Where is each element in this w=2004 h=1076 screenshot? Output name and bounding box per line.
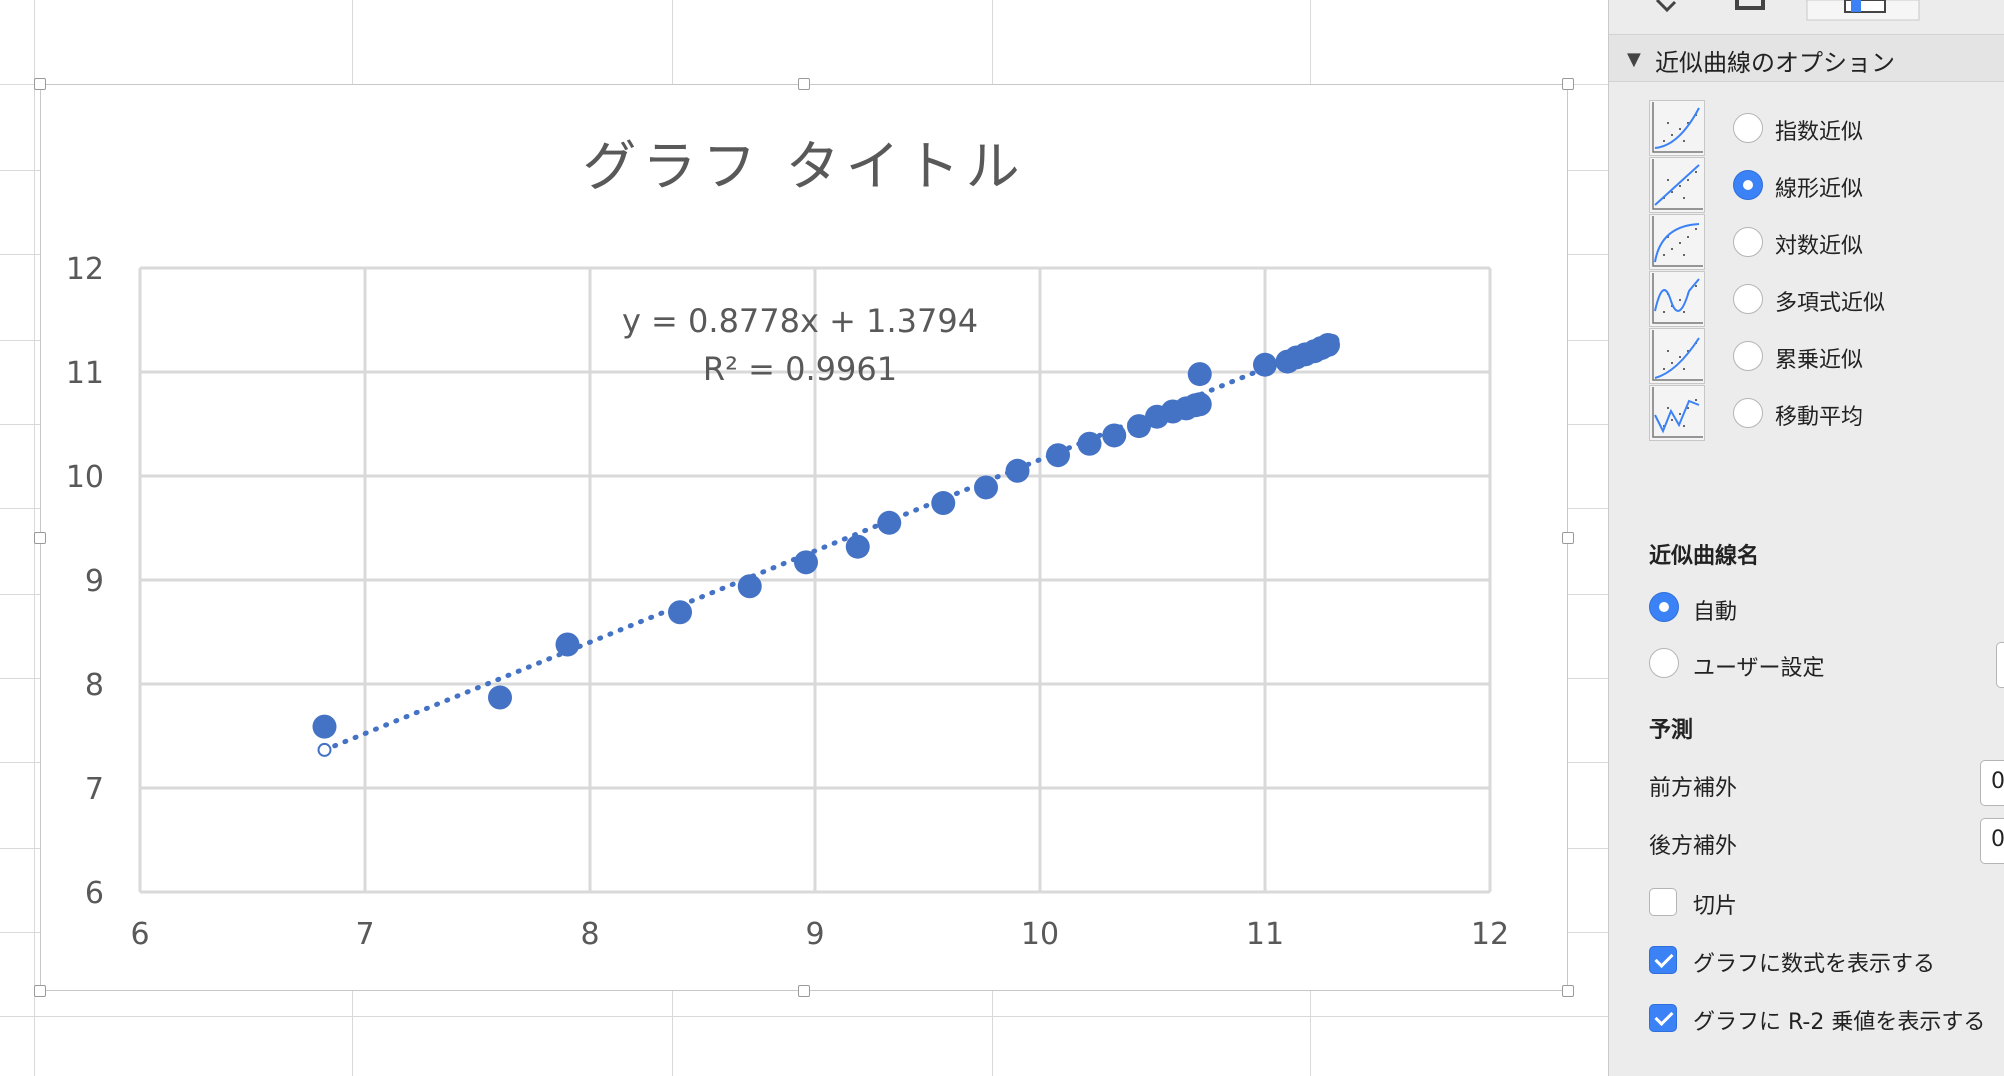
power-trendline-icon[interactable] [1649, 328, 1705, 384]
moving-average-trendline-icon[interactable] [1649, 385, 1705, 441]
trendline-type-row[interactable]: 移動平均 [1609, 385, 2004, 445]
trendline-type-row[interactable]: 指数近似 [1609, 100, 2004, 160]
data-point [877, 510, 902, 535]
trendline-r-squared-label[interactable]: R² = 0.9961 [703, 350, 897, 388]
options-tab-icon-fill [1851, 0, 1861, 12]
trendline-selection-handle [317, 742, 332, 757]
display-r-squared-checkbox[interactable] [1649, 1004, 1677, 1032]
set-intercept-label[interactable]: 切片 [1693, 894, 1738, 919]
trendline-type-row[interactable]: 対数近似 [1609, 214, 2004, 274]
data-series[interactable] [312, 332, 1341, 739]
trendline-name-heading: 近似曲線名 [1649, 544, 1760, 569]
forecast-heading: 予測 [1649, 718, 1694, 743]
resize-handle-bottom[interactable] [798, 985, 810, 997]
y-tick-label: 9 [85, 564, 104, 599]
data-point [794, 550, 818, 575]
set-intercept-checkbox[interactable] [1649, 888, 1677, 916]
resize-handle-top[interactable] [798, 78, 810, 90]
trendline-type-label[interactable]: 線形近似 [1775, 177, 1864, 202]
resize-handle-bottom-left[interactable] [34, 985, 46, 997]
resize-handle-left[interactable] [34, 532, 46, 544]
backward-forecast-label: 後方補外 [1649, 834, 1738, 859]
trendline-type-row[interactable]: 累乗近似 [1609, 328, 2004, 388]
trendline-type-radio[interactable] [1733, 284, 1763, 314]
trendline-type-radio[interactable] [1733, 170, 1763, 200]
trendline-name-custom-radio[interactable] [1649, 648, 1679, 678]
data-point [1187, 392, 1212, 417]
x-tick-label: 9 [805, 917, 824, 952]
backward-forecast-input[interactable]: 0 [1980, 818, 2004, 864]
x-tick-label: 12 [1471, 917, 1509, 952]
display-equation-label[interactable]: グラフに数式を表示する [1693, 952, 1936, 977]
display-r-squared-label[interactable]: グラフに R-2 乗値を表示する [1693, 1010, 1986, 1035]
forward-forecast-input[interactable]: 0 [1980, 760, 2004, 806]
resize-handle-bottom-right[interactable] [1562, 985, 1574, 997]
data-point [1077, 431, 1102, 456]
trendline-options-header[interactable]: ▼ 近似曲線のオプション [1609, 34, 2004, 82]
collapse-triangle-icon[interactable]: ▼ [1627, 49, 1641, 70]
effects-tab-icon [1735, 0, 1765, 10]
display-equation-checkbox[interactable] [1649, 946, 1677, 974]
trendline-name-custom-label[interactable]: ユーザー設定 [1693, 656, 1825, 681]
exponential-trendline-icon[interactable] [1649, 100, 1705, 156]
resize-handle-top-left[interactable] [34, 78, 46, 90]
x-tick-label: 7 [355, 917, 374, 952]
plot-gridlines [138, 266, 1492, 894]
x-tick-label: 8 [580, 917, 599, 952]
trendline-type-label[interactable]: 対数近似 [1775, 234, 1864, 259]
panel-tab-icons [1655, 0, 1920, 21]
trendline-type-label[interactable]: 指数近似 [1775, 120, 1864, 145]
data-point [1187, 362, 1212, 387]
data-point [845, 534, 870, 559]
data-point [1102, 423, 1127, 448]
data-point [1253, 352, 1277, 377]
trendline-custom-name-input[interactable] [1996, 642, 2004, 688]
data-point [737, 574, 762, 599]
trendline-type-radio[interactable] [1733, 398, 1763, 428]
logarithmic-trendline-icon[interactable] [1649, 214, 1705, 270]
axis-tick-labels: 6 7 8 9 10 11 12 6 7 8 9 10 11 12 [66, 252, 1509, 952]
data-point [1046, 443, 1070, 468]
y-tick-label: 6 [85, 876, 104, 911]
data-point [488, 685, 512, 710]
data-point [974, 475, 998, 500]
trendline-options-title: 近似曲線のオプション [1655, 49, 1895, 77]
x-tick-label: 6 [130, 917, 149, 952]
y-tick-label: 7 [85, 772, 104, 807]
data-point [312, 714, 337, 739]
linear-trendline-icon[interactable] [1649, 157, 1705, 213]
x-tick-label: 10 [1021, 917, 1059, 952]
trendline-type-row[interactable]: 多項式近似 [1609, 271, 2004, 331]
trendline-equation-label[interactable]: y = 0.8778x + 1.3794 [622, 302, 978, 340]
trendline-type-row[interactable]: 線形近似 [1609, 157, 2004, 217]
y-tick-label: 8 [85, 668, 104, 703]
x-tick-label: 11 [1246, 917, 1284, 952]
trendline-type-label[interactable]: 移動平均 [1775, 405, 1864, 430]
data-point [931, 491, 956, 516]
data-point [555, 632, 580, 657]
scatter-plot: 6 7 8 9 10 11 12 6 7 8 9 10 11 12 y = 0.8778x + 1.379… [66, 252, 1509, 952]
fill-line-tab-icon [1655, 0, 1677, 13]
y-tick-label: 10 [66, 460, 104, 495]
data-point [1005, 458, 1030, 483]
forward-forecast-label: 前方補外 [1649, 776, 1738, 801]
panel-tab-strip[interactable] [1609, 0, 2004, 22]
trendline-type-label[interactable]: 多項式近似 [1775, 291, 1886, 316]
y-tick-label: 11 [66, 356, 104, 391]
data-point [668, 600, 692, 625]
trendline-name-auto-radio[interactable] [1649, 592, 1679, 622]
trendline-type-radio[interactable] [1733, 341, 1763, 371]
trendline-type-radio[interactable] [1733, 227, 1763, 257]
y-tick-label: 12 [66, 252, 104, 287]
resize-handle-top-right[interactable] [1562, 78, 1574, 90]
data-point [1127, 414, 1151, 439]
resize-handle-right[interactable] [1562, 532, 1574, 544]
data-point [1316, 332, 1340, 357]
trendline-type-label[interactable]: 累乗近似 [1775, 348, 1864, 373]
chart-title[interactable]: グラフ タイトル [582, 135, 1026, 198]
polynomial-trendline-icon[interactable] [1649, 271, 1705, 327]
trendline-type-radio[interactable] [1733, 113, 1763, 143]
trendline-name-auto-label[interactable]: 自動 [1693, 600, 1738, 625]
format-trendline-panel: ▼ 近似曲線のオプション 指数近似線形近似対数近似多項式近似累乗近似移動平均 近… [1608, 0, 2004, 1076]
